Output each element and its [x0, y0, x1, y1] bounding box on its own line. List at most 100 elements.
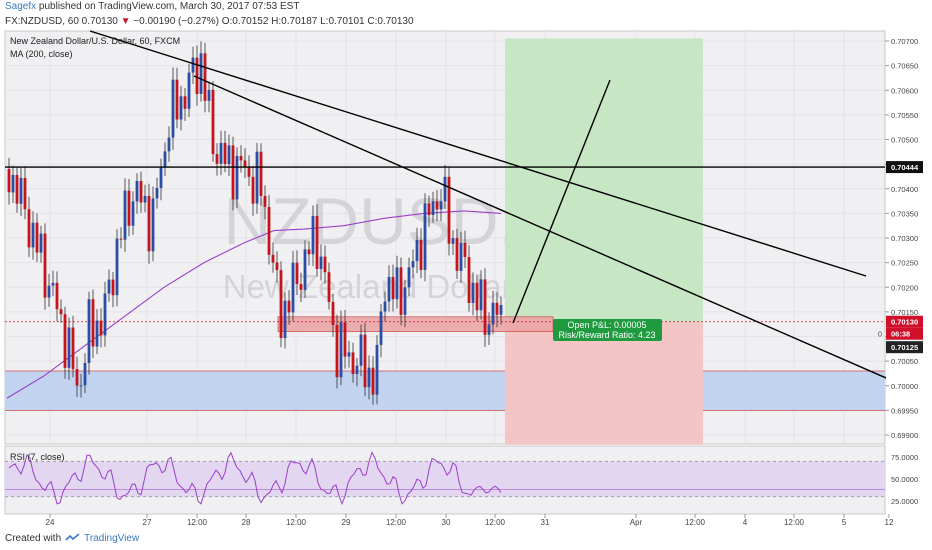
- published-text: published on TradingView.com, March 30, …: [36, 1, 300, 12]
- entry-zone: [277, 316, 554, 332]
- stop-loss-zone: [505, 321, 703, 445]
- candle-body: [227, 145, 231, 164]
- candle-body: [71, 327, 75, 370]
- candle-body: [459, 243, 463, 271]
- price-tick-label: 0.70500: [891, 136, 918, 145]
- price-tick-label: 0.70600: [891, 86, 918, 95]
- candle-body: [235, 155, 239, 200]
- candle-body: [355, 365, 359, 374]
- candle-body: [207, 89, 211, 101]
- candle-body: [407, 267, 411, 288]
- time-axis[interactable]: 24 27 12:00 28 12:00 29 12:00 30 12:00 31 Apr 12:00…: [46, 514, 894, 527]
- support-zone: [5, 370, 885, 411]
- rsi-tick-label: 25.0000: [891, 497, 918, 506]
- candle-body: [327, 272, 331, 302]
- candle-body: [267, 207, 271, 255]
- projection-line: [512, 79, 611, 324]
- zones-layer: [5, 38, 885, 445]
- candle-body: [31, 222, 35, 248]
- candle-body: [19, 178, 23, 204]
- price-tick-label: 0.70000: [891, 382, 918, 391]
- down-arrow-icon: ▼: [120, 16, 131, 27]
- created-with-text: Created with: [5, 533, 62, 544]
- candle-body: [27, 209, 31, 248]
- last-price-tag: 0.70130: [891, 318, 918, 327]
- candle-body: [143, 196, 147, 203]
- last-price-tag-bg: [886, 315, 923, 328]
- price-tick-label: 0.70350: [891, 209, 918, 218]
- side-marker: 0: [878, 332, 882, 339]
- price-change: −0.00190 (−0.27%): [130, 16, 219, 27]
- rsi-tick-label: 50.0000: [891, 475, 918, 484]
- candle-body: [443, 176, 447, 202]
- candle-body: [119, 238, 123, 240]
- profit-target-zone: [505, 38, 703, 322]
- candle-body: [359, 334, 363, 366]
- candle-body: [455, 238, 459, 271]
- candle-body: [151, 198, 155, 252]
- ma-label: MA (200, close): [10, 49, 73, 59]
- candle-body: [471, 282, 475, 303]
- candle-body: [307, 249, 311, 255]
- candle-body: [175, 79, 179, 120]
- candle-body: [387, 276, 391, 302]
- candle-body: [163, 151, 167, 167]
- candle-body: [51, 282, 55, 286]
- time-tick-label: 12:00: [784, 518, 805, 527]
- candle-body: [375, 344, 379, 395]
- time-tick-label: Apr: [630, 518, 643, 527]
- candle-body: [403, 287, 407, 315]
- candle-body: [47, 285, 51, 298]
- price-axis-bg: [886, 30, 924, 516]
- drawings-layer: [5, 30, 894, 382]
- candle-body: [43, 233, 47, 298]
- candle-body: [367, 367, 371, 388]
- rsi-layer: 75.0000 50.0000 25.0000: [5, 451, 918, 506]
- time-tick-label: 12:00: [485, 518, 506, 527]
- candle-body: [159, 166, 163, 188]
- author-link[interactable]: Sagefx: [5, 1, 37, 12]
- candle-body: [139, 181, 143, 203]
- time-tick-label: 12:00: [286, 518, 307, 527]
- tradingview-brand-link[interactable]: TradingView: [84, 533, 140, 544]
- candle-body: [67, 327, 71, 368]
- candle-body: [83, 363, 87, 386]
- position-box[interactable]: Open P&L: 0.00005 Risk/Reward Ratio: 4.2…: [553, 319, 662, 341]
- candle-body: [55, 282, 59, 310]
- risk-reward-text: Risk/Reward Ratio: 4.23: [558, 330, 655, 340]
- candle-body: [79, 385, 83, 387]
- candle-body: [123, 190, 127, 240]
- candle-body: [475, 282, 479, 311]
- candle-body: [7, 169, 11, 193]
- candle-body: [251, 176, 255, 204]
- candle-body: [15, 175, 19, 204]
- candle-body: [131, 201, 135, 226]
- candle-body: [343, 322, 347, 357]
- resistance-price-tag: 0.70444: [891, 163, 919, 172]
- candle-body: [423, 203, 427, 270]
- candle-body: [431, 201, 435, 215]
- candle-body: [463, 243, 467, 257]
- candle-body: [391, 276, 395, 300]
- candle-body: [395, 267, 399, 300]
- tradingview-logo-icon: [65, 533, 80, 541]
- ohlc-values: O:0.70152 H:0.70187 L:0.70101 C:0.70130: [218, 16, 414, 27]
- candle-body: [415, 240, 419, 262]
- candle-body: [39, 233, 43, 253]
- candle-body: [383, 301, 387, 312]
- candle-body: [87, 299, 91, 363]
- candle-body: [75, 369, 79, 386]
- pnl-label-bg: [553, 319, 662, 341]
- candle-body: [499, 305, 503, 315]
- candle-body: [467, 257, 471, 303]
- candle-body: [303, 249, 307, 290]
- candle-body: [179, 96, 183, 120]
- candle-body: [427, 203, 431, 216]
- candle-body: [299, 284, 303, 290]
- price-axis[interactable]: 0.70700 0.70650 0.70600 0.70550 0.70500 0.704…: [878, 30, 924, 516]
- candle-body: [451, 238, 455, 244]
- chart-frame[interactable]: NZDUSD, 60 New Zealand Dollar/U.S. Dolla…: [4, 30, 924, 528]
- footer: Created with TradingView: [5, 533, 139, 544]
- rsi-line: [8, 451, 502, 506]
- candle-body: [11, 175, 15, 193]
